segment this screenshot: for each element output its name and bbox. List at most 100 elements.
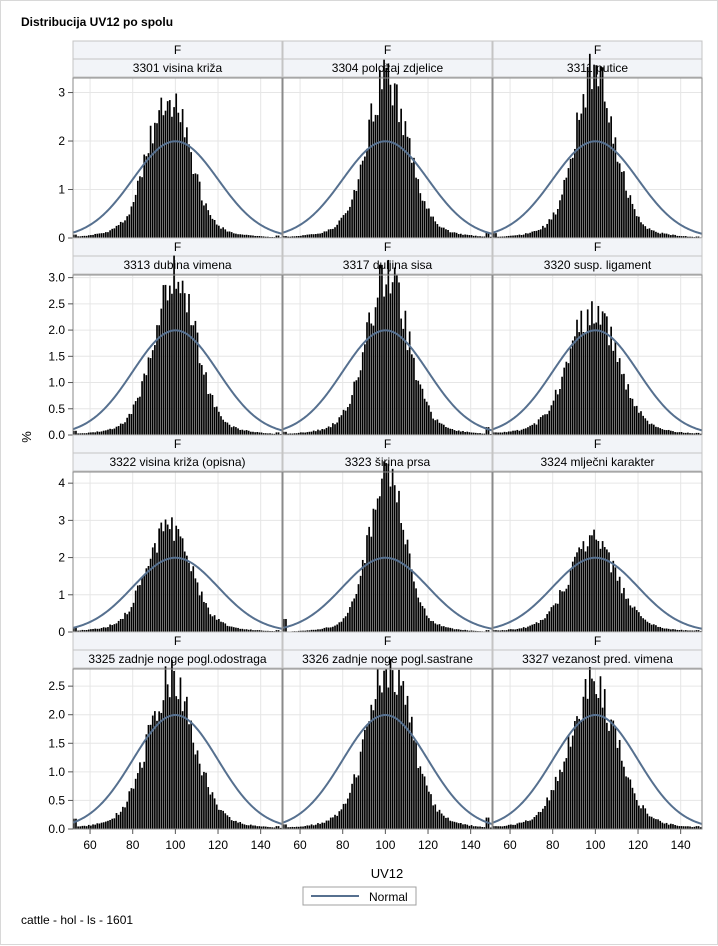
- y-tick-label: 1.0: [48, 765, 65, 779]
- histogram-bar: [124, 220, 126, 238]
- histogram-bar: [595, 65, 597, 238]
- histogram-bar: [538, 623, 540, 632]
- histogram-bar: [188, 724, 190, 829]
- histogram-bar: [381, 479, 383, 632]
- histogram-bar: [666, 234, 668, 238]
- histogram-bar: [424, 201, 426, 238]
- histogram-bar: [379, 70, 381, 238]
- histogram-bar: [623, 588, 625, 632]
- histogram-bar: [619, 163, 621, 238]
- histogram-bar: [152, 547, 154, 632]
- histogram-bar: [460, 234, 462, 238]
- histogram-bar: [521, 430, 523, 435]
- histogram-bar: [126, 418, 128, 435]
- histogram-bar: [207, 608, 209, 632]
- histogram-bar: [638, 806, 640, 829]
- histogram-bar: [195, 173, 197, 238]
- histogram-bar: [180, 677, 182, 829]
- histogram-bar: [116, 226, 118, 238]
- histogram-bar: [642, 618, 644, 632]
- histogram-bar: [182, 538, 184, 632]
- histogram-bar: [649, 424, 651, 435]
- histogram-bar: [456, 822, 458, 829]
- histogram-bar: [617, 162, 619, 238]
- histogram-bar: [587, 67, 589, 238]
- histogram-bar: [445, 627, 447, 632]
- histogram-bar: [411, 569, 413, 632]
- histogram-bar: [237, 628, 239, 632]
- histogram-bar: [330, 229, 332, 238]
- x-tick-label: 100: [375, 838, 395, 852]
- histogram-bar: [638, 413, 640, 435]
- histogram-bar: [417, 179, 419, 238]
- histogram-bar: [566, 589, 568, 632]
- histogram-bar: [627, 384, 629, 435]
- histogram-bar: [345, 804, 347, 829]
- histogram-bar: [422, 774, 424, 829]
- histogram-bar: [574, 149, 576, 238]
- histogram-bar: [326, 231, 328, 238]
- histogram-bar: [180, 536, 182, 632]
- trait-label: 3325 zadnje noge pogl.odostraga: [88, 652, 266, 666]
- histogram-bar: [563, 368, 565, 435]
- histogram-bar: [235, 427, 237, 435]
- footnote: cattle - hol - ls - 1601: [21, 913, 133, 927]
- histogram-bar: [529, 233, 531, 238]
- histogram-bar: [591, 679, 593, 829]
- histogram-bar: [396, 276, 398, 435]
- histogram-bar: [413, 358, 415, 435]
- histogram-bar: [629, 605, 631, 632]
- histogram-bar: [546, 414, 548, 435]
- histogram-bar: [146, 156, 148, 238]
- histogram-bar: [640, 616, 642, 632]
- histogram-bar: [439, 810, 441, 829]
- histogram-bar: [578, 332, 580, 435]
- histogram-bar: [319, 430, 321, 435]
- histogram-bar: [546, 797, 548, 829]
- histogram-bar: [409, 138, 411, 238]
- histogram-bar: [538, 812, 540, 829]
- histogram-bar: [334, 424, 336, 435]
- histogram-bar: [471, 825, 473, 829]
- histogram-bar: [131, 788, 133, 829]
- histogram-bar: [508, 825, 510, 829]
- histogram-bar: [109, 230, 111, 238]
- histogram-bar: [381, 89, 383, 238]
- histogram-bar: [143, 155, 145, 238]
- histogram-bar: [608, 123, 610, 239]
- histogram-bar: [75, 431, 77, 435]
- histogram-bar: [519, 628, 521, 632]
- histogram-bar: [92, 824, 94, 829]
- histogram-bar: [75, 235, 77, 238]
- histogram-bar: [205, 203, 207, 238]
- histogram-bar: [150, 126, 152, 238]
- histogram-bar: [216, 407, 218, 435]
- histogram-bar: [553, 401, 555, 435]
- histogram-bar: [184, 701, 186, 829]
- histogram-bar: [572, 562, 574, 632]
- histogram-bar: [647, 814, 649, 829]
- histogram-bar: [328, 229, 330, 238]
- histogram-bar: [464, 824, 466, 829]
- histogram-bar: [321, 233, 323, 238]
- histogram-bar: [458, 234, 460, 238]
- histogram-bar: [250, 825, 252, 829]
- trait-label: 3313 dubina vimena: [123, 258, 231, 272]
- histogram-bar: [126, 216, 128, 238]
- histogram-bar: [437, 224, 439, 238]
- histogram-bar: [158, 528, 160, 632]
- histogram-bar: [137, 398, 139, 435]
- histogram-bar: [190, 571, 192, 632]
- histogram-bar: [244, 824, 246, 829]
- histogram-bar: [619, 740, 621, 829]
- histogram-bar: [445, 229, 447, 238]
- histogram-bar: [143, 374, 145, 435]
- histogram-bar: [231, 232, 233, 238]
- histogram-bar: [184, 293, 186, 435]
- histogram-bar: [653, 624, 655, 632]
- histogram-bar: [351, 395, 353, 435]
- histogram-bar: [572, 736, 574, 829]
- histogram-bar: [171, 117, 173, 238]
- histogram-bar: [600, 67, 602, 238]
